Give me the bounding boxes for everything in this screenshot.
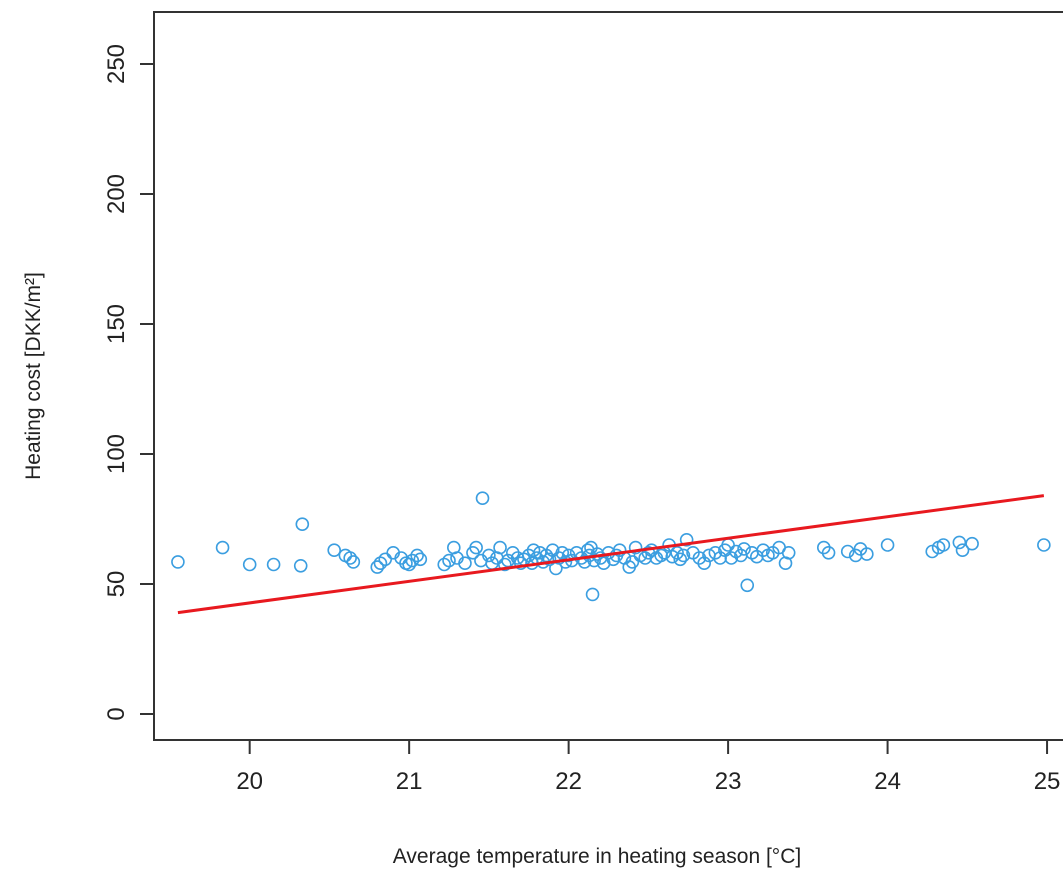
data-point: [498, 557, 512, 572]
data-point: [740, 578, 755, 593]
x-axis-title: Average temperature in heating season [°…: [393, 845, 801, 868]
data-point: [295, 517, 310, 532]
data-point: [493, 540, 507, 555]
data-point: [482, 548, 496, 563]
data-point: [713, 551, 727, 565]
data-point: [585, 587, 600, 602]
data-point: [458, 556, 472, 571]
data-point: [293, 558, 308, 573]
x-tick-label: 23: [715, 768, 742, 795]
y-tick-label: 150: [103, 304, 130, 344]
data-point: [679, 532, 694, 547]
data-point: [171, 555, 185, 569]
data-point: [697, 556, 711, 571]
data-point: [587, 553, 601, 568]
data-point: [327, 543, 342, 558]
y-axis-title: Heating cost [DKK/m²]: [22, 272, 45, 480]
data-point: [215, 540, 230, 555]
data-point: [555, 545, 570, 560]
data-point: [542, 552, 557, 567]
data-point: [266, 557, 281, 572]
data-point: [670, 545, 684, 560]
data-point: [469, 540, 483, 555]
data-point: [242, 557, 257, 572]
data-point: [533, 545, 547, 560]
data-point: [346, 555, 361, 569]
data-point: [840, 544, 855, 559]
data-point: [965, 536, 979, 551]
data-point: [936, 538, 951, 552]
data-point: [860, 547, 874, 561]
x-tick-label: 25: [1034, 768, 1061, 795]
data-point: [676, 548, 691, 563]
x-tick-label: 24: [874, 768, 901, 795]
y-axis: 0 50 100 150 200 250: [103, 44, 154, 721]
data-points: [171, 491, 1051, 602]
fit-line-group: [177, 494, 1045, 615]
x-tick-label: 21: [396, 768, 423, 795]
data-point: [410, 548, 424, 563]
data-point: [737, 542, 751, 556]
regression-line: [177, 494, 1045, 615]
y-tick-label: 0: [103, 707, 130, 720]
data-point: [612, 543, 627, 558]
x-axis: 20 21 22 23 24 25: [236, 740, 1060, 795]
x-tick-label: 20: [236, 768, 263, 795]
y-tick-label: 50: [103, 571, 130, 598]
data-point: [442, 553, 456, 568]
data-point: [955, 543, 970, 558]
data-point: [628, 540, 643, 555]
data-point: [952, 535, 967, 550]
data-point: [821, 545, 836, 560]
y-tick-label: 250: [103, 44, 130, 84]
plot-frame: [153, 11, 1063, 741]
data-point: [781, 545, 796, 560]
data-point: [1037, 538, 1051, 552]
data-point: [513, 556, 528, 571]
data-point: [475, 491, 490, 506]
data-point: [673, 552, 688, 567]
data-point: [880, 538, 895, 552]
y-tick-label: 200: [103, 174, 130, 214]
data-point: [526, 543, 541, 558]
data-point: [370, 560, 385, 574]
y-tick-label: 100: [103, 434, 130, 474]
x-tick-label: 22: [555, 768, 582, 795]
data-point: [413, 552, 428, 567]
data-point: [343, 551, 357, 565]
data-point: [402, 557, 416, 572]
